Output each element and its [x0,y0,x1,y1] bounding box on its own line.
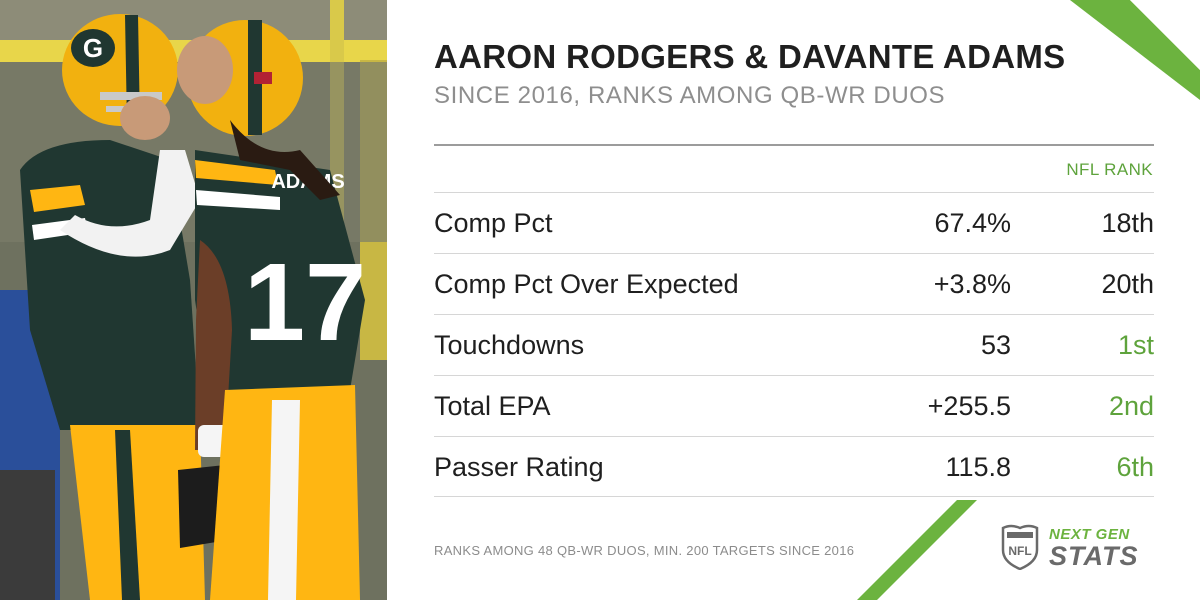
stat-label: Total EPA [434,391,551,421]
rank-column-header: NFL RANK [1066,160,1153,179]
stats-card: AARON RODGERS & DAVANTE ADAMS SINCE 2016… [387,0,1200,600]
stat-value: +255.5 [927,391,1011,421]
table-row: Total EPA +255.5 2nd [434,375,1154,436]
stat-value: +3.8% [933,269,1011,299]
stat-value: 115.8 [945,452,1011,482]
stat-label: Passer Rating [434,452,604,482]
logo-line-2: STATS [1049,541,1139,571]
jersey-number: 17 [244,241,366,364]
players-photo: G 17 ADAMS [0,0,387,600]
page-subtitle: SINCE 2016, RANKS AMONG QB-WR DUOS [434,82,946,109]
stats-table: Comp Pct 67.4% 18th Comp Pct Over Expect… [434,192,1154,497]
svg-text:NFL: NFL [1008,544,1031,558]
table-row: Comp Pct Over Expected +3.8% 20th [434,253,1154,314]
page-title: AARON RODGERS & DAVANTE ADAMS [434,38,1066,75]
stat-rank: 2nd [1108,391,1154,421]
helmet-logo-g: G [83,33,103,63]
stat-rank: 20th [1101,269,1154,299]
stat-rank: 6th [1116,452,1154,482]
stat-rank: 18th [1101,208,1154,238]
footnote: RANKS AMONG 48 QB-WR DUOS, MIN. 200 TARG… [434,543,855,558]
stat-label: Comp Pct [434,208,553,238]
next-gen-stats-logo: NEXT GEN STATS [1049,526,1139,571]
table-row: Comp Pct 67.4% 18th [434,192,1154,253]
table-row: Touchdowns 53 1st [434,314,1154,375]
logo-line-1: NEXT GEN [1049,526,1130,543]
nfl-shield-icon: NFL [1001,524,1039,570]
table-row: Passer Rating 115.8 6th [434,436,1154,497]
stat-rank: 1st [1117,330,1154,360]
divider [434,144,1154,146]
accent-stripe-top [1070,0,1200,100]
stat-label: Touchdowns [434,330,585,360]
stat-label: Comp Pct Over Expected [434,269,739,299]
stat-value: 67.4% [934,208,1011,238]
accent-stripe-bottom [857,500,977,600]
players-illustration: G 17 ADAMS [0,0,387,600]
stat-value: 53 [980,330,1011,360]
